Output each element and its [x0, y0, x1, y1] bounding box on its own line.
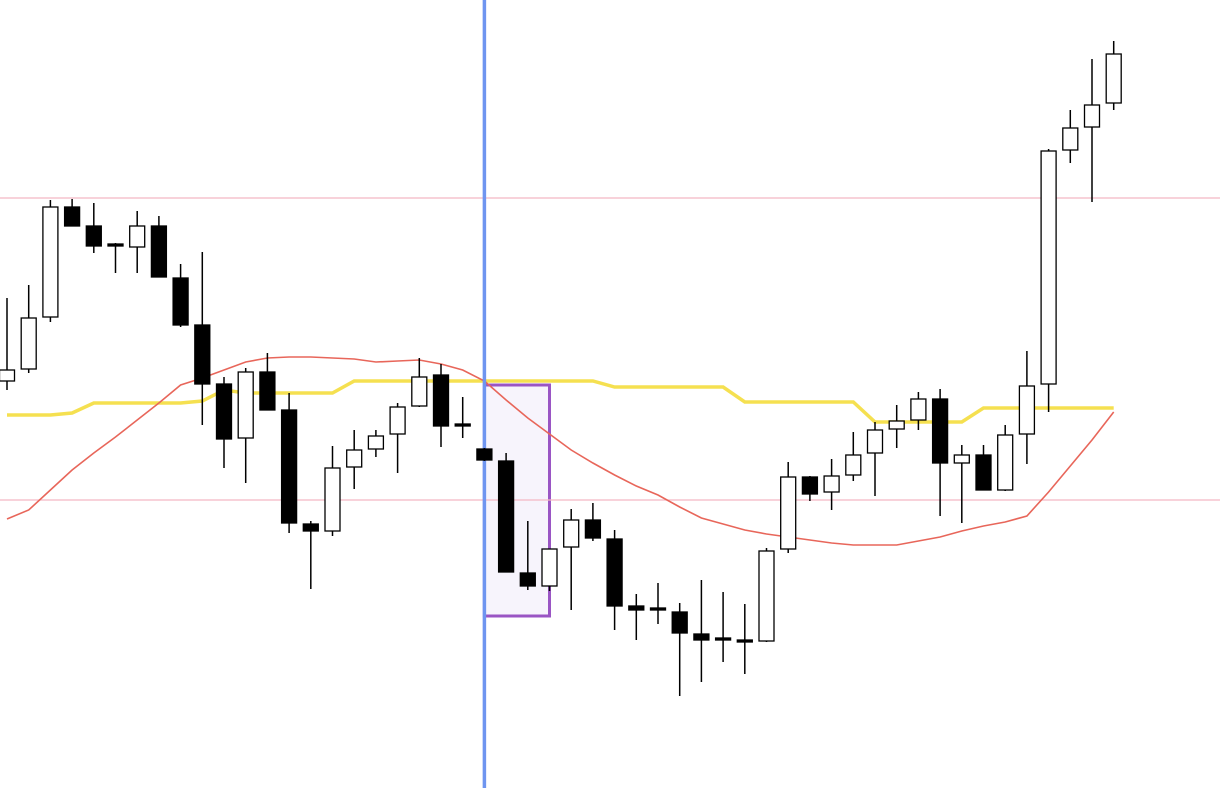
candle-body [194, 324, 211, 385]
candle-body [432, 374, 450, 427]
candle-body [280, 409, 298, 524]
candle-body [866, 429, 884, 454]
candle-body [302, 523, 319, 532]
candle-body [324, 467, 341, 532]
indicator-line [7, 379, 1114, 424]
candle-body [910, 398, 927, 421]
candle-body [259, 371, 276, 411]
candle-body [714, 637, 732, 641]
candle-body [1083, 104, 1101, 128]
candle-body [129, 225, 146, 248]
candle-body [606, 538, 623, 607]
candle-body [1105, 53, 1122, 104]
candle-body [411, 376, 428, 407]
candle-body [85, 225, 102, 247]
candle-body [997, 434, 1014, 491]
candle-body [845, 454, 862, 476]
candle-body [693, 633, 710, 641]
candle-body [780, 476, 797, 550]
candle-body [953, 454, 970, 464]
candle-body [823, 475, 840, 493]
candle-body [346, 449, 363, 468]
candle-body [975, 454, 992, 491]
candle-body [519, 572, 536, 587]
candle-body [389, 406, 406, 435]
candle-body [888, 420, 905, 430]
candle-body [172, 277, 189, 326]
candle-body [563, 519, 580, 548]
candle-body [541, 548, 558, 587]
candle-body [1018, 385, 1036, 435]
candle-body [0, 369, 16, 382]
candle-body [736, 639, 753, 643]
indicator-line [6, 356, 1115, 546]
candle-body [20, 317, 37, 370]
candle-body [628, 605, 645, 611]
candle-body [215, 383, 233, 440]
candle-body [454, 423, 471, 427]
candle-body [758, 550, 775, 642]
candle-body [237, 371, 254, 439]
candle-body [150, 225, 168, 278]
candle-body [1062, 127, 1079, 151]
candle-body [931, 398, 949, 464]
candle-body [1040, 150, 1057, 385]
candle-body [367, 435, 385, 450]
candle-body [476, 448, 493, 461]
candle-body [584, 519, 602, 539]
candle-body [671, 611, 688, 634]
candle-body [649, 607, 667, 611]
candle-body [497, 460, 515, 573]
candle-body [107, 243, 124, 247]
candle-body [63, 206, 81, 227]
candle-body [801, 476, 819, 495]
candle-body [42, 206, 59, 318]
